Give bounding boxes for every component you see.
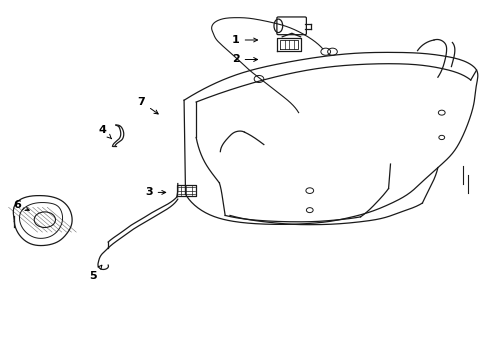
Text: 6: 6 <box>13 200 29 211</box>
Text: 1: 1 <box>231 35 257 45</box>
Text: 3: 3 <box>145 188 165 197</box>
Text: 5: 5 <box>89 265 102 281</box>
Text: 4: 4 <box>99 125 111 139</box>
FancyBboxPatch shape <box>276 17 306 35</box>
Text: 2: 2 <box>231 54 257 64</box>
Text: 7: 7 <box>137 97 158 114</box>
